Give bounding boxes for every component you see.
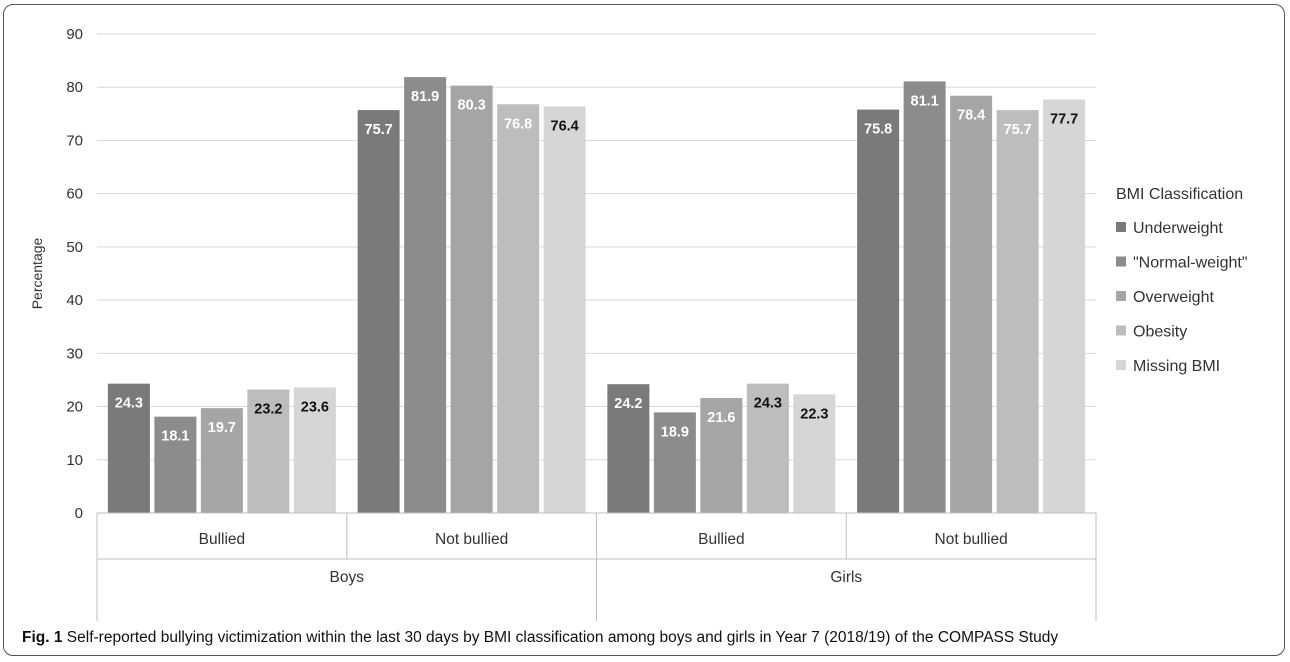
gridlines xyxy=(97,33,1096,514)
x-group-label: Boys xyxy=(330,569,365,586)
figure-label: Fig. 1 xyxy=(22,629,63,646)
y-tick-label: 0 xyxy=(75,505,83,522)
y-tick-label: 50 xyxy=(66,239,83,256)
bar xyxy=(293,387,336,513)
bar xyxy=(154,416,197,513)
legend: BMI Classification Underweight "Normal-we… xyxy=(1116,186,1248,375)
bar-data-label: 21.6 xyxy=(707,410,735,426)
bar-data-label: 75.7 xyxy=(1004,122,1032,138)
bar xyxy=(950,95,993,513)
y-tick-label: 40 xyxy=(66,292,83,309)
bar-data-label: 78.4 xyxy=(957,108,985,124)
bar xyxy=(497,104,540,514)
y-tick-label: 10 xyxy=(66,452,83,469)
legend-swatch xyxy=(1116,360,1126,370)
legend-swatch xyxy=(1116,222,1126,232)
y-tick-label: 90 xyxy=(66,26,83,43)
y-axis-ticks: 0 10 20 30 40 50 60 70 80 90 xyxy=(66,26,83,522)
bar xyxy=(793,394,836,513)
x-tick-label: Bullied xyxy=(698,531,745,548)
bar-chart: 0 10 20 30 40 50 60 70 80 90 Percentage 24.3 18.1 1… xyxy=(29,26,1248,621)
legend-swatch xyxy=(1116,291,1126,301)
bar xyxy=(543,106,586,513)
bar-data-label: 24.3 xyxy=(754,396,782,412)
x-axis: Bullied Not bullied Boys Bullied Not bullied… xyxy=(96,512,1097,621)
bar-data-label: 77.7 xyxy=(1050,111,1078,127)
legend-item-label: Missing BMI xyxy=(1133,358,1220,375)
figure-frame: 0 10 20 30 40 50 60 70 80 90 Percentage 24.3 18.1 1… xyxy=(3,4,1285,656)
bar-data-label: 75.8 xyxy=(864,122,892,138)
bar xyxy=(857,109,900,513)
x-tick-label: Not bullied xyxy=(935,531,1008,548)
y-tick-label: 20 xyxy=(66,399,83,416)
x-tick-label: Bullied xyxy=(199,531,246,548)
bar xyxy=(903,81,946,514)
legend-item-label: "Normal-weight" xyxy=(1133,255,1248,272)
bar xyxy=(1043,99,1086,514)
bars xyxy=(107,77,1086,514)
legend-title: BMI Classification xyxy=(1116,186,1243,203)
bar-data-label: 80.3 xyxy=(458,98,486,114)
y-tick-label: 30 xyxy=(66,345,83,362)
bar-data-label: 81.1 xyxy=(911,93,939,109)
bar xyxy=(996,110,1039,513)
figure-caption: Fig. 1 Self-reported bullying victimizat… xyxy=(22,629,1284,647)
bar-data-label: 81.9 xyxy=(411,89,439,105)
legend-item-label: Overweight xyxy=(1133,289,1214,306)
bar-data-label: 23.2 xyxy=(254,402,282,418)
bar xyxy=(653,412,696,513)
bar-data-label: 76.8 xyxy=(504,116,532,132)
bar-data-label: 24.3 xyxy=(115,396,143,412)
legend-item-label: Underweight xyxy=(1133,220,1223,237)
legend-swatch xyxy=(1116,325,1126,336)
y-tick-label: 70 xyxy=(66,132,83,149)
bar-data-label: 24.2 xyxy=(614,396,642,412)
bar xyxy=(450,85,493,514)
bar xyxy=(404,77,447,514)
legend-item-label: Obesity xyxy=(1133,324,1187,341)
bar xyxy=(247,389,290,513)
bar-data-label: 23.6 xyxy=(301,399,329,415)
bar xyxy=(107,383,150,513)
y-tick-label: 80 xyxy=(66,79,83,96)
bar xyxy=(607,384,650,513)
bar xyxy=(700,398,743,513)
bar-data-label: 18.1 xyxy=(161,429,189,445)
x-tick-label: Not bullied xyxy=(435,531,508,548)
legend-swatch xyxy=(1116,256,1126,267)
y-axis-label: Percentage xyxy=(29,237,45,309)
data-labels: 24.3 18.1 19.7 23.2 23.6 75.7 81.9 80.3 76.8 76.4… xyxy=(115,89,1078,445)
bar-data-label: 18.9 xyxy=(661,424,689,440)
caption-text: Self-reported bullying victimization wit… xyxy=(66,629,1059,646)
bar xyxy=(746,383,789,513)
y-tick-label: 60 xyxy=(66,186,83,203)
bar-data-label: 76.4 xyxy=(551,118,579,134)
bar xyxy=(200,408,243,513)
bar xyxy=(357,110,400,513)
bar-data-label: 19.7 xyxy=(208,420,236,436)
x-group-label: Girls xyxy=(830,569,862,586)
bar-data-label: 22.3 xyxy=(800,406,828,422)
bar-data-label: 75.7 xyxy=(365,122,393,138)
